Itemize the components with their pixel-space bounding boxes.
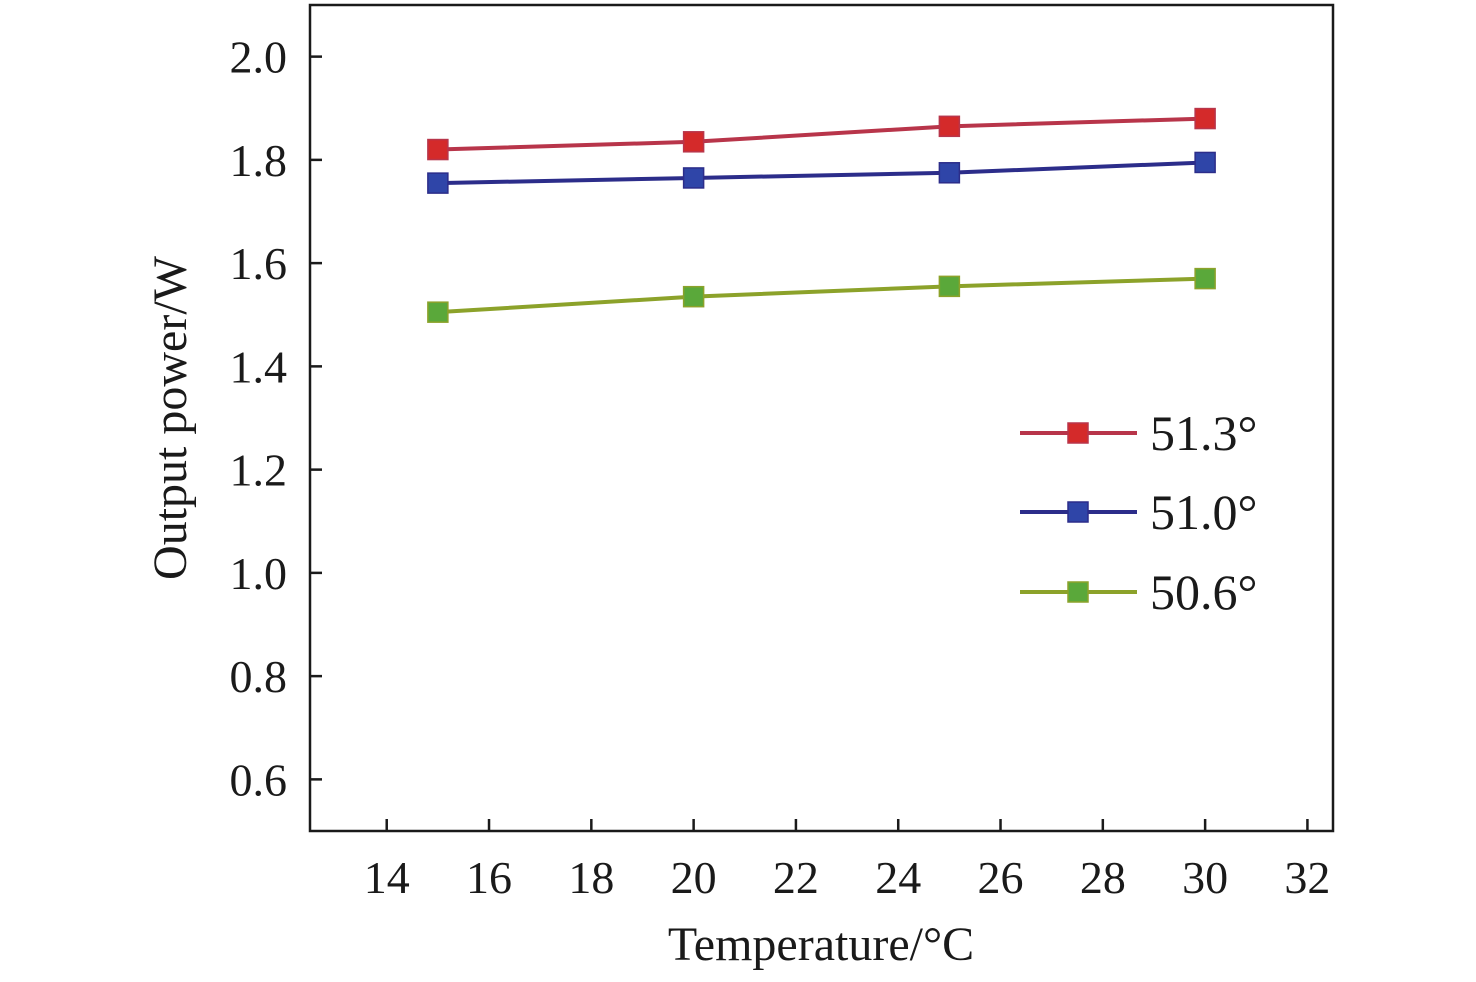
y-tick-label: 1.0 [230, 548, 288, 599]
legend-label: 51.3° [1150, 405, 1258, 461]
y-tick-label: 0.8 [230, 651, 288, 702]
x-tick-label: 22 [773, 852, 819, 903]
x-tick-label: 24 [875, 852, 921, 903]
x-tick-label: 32 [1284, 852, 1330, 903]
y-tick-label: 0.6 [230, 754, 288, 805]
data-point [939, 276, 959, 296]
data-point [1195, 109, 1215, 129]
data-point [428, 302, 448, 322]
legend-marker [1068, 582, 1088, 602]
legend-label: 50.6° [1150, 564, 1258, 620]
x-axis-label: Temperature/°C [668, 918, 974, 971]
y-tick-label: 2.0 [230, 32, 288, 83]
series-line [438, 162, 1205, 183]
x-tick-label: 16 [466, 852, 512, 903]
y-axis-label: Output power/W [144, 255, 197, 580]
y-tick-label: 1.4 [230, 341, 288, 392]
data-point [684, 132, 704, 152]
y-tick-label: 1.8 [230, 135, 288, 186]
legend-entry: 50.6° [1020, 564, 1258, 620]
y-tick-label: 1.2 [230, 445, 288, 496]
series-line [438, 119, 1205, 150]
x-tick-label: 18 [568, 852, 614, 903]
x-tick-label: 14 [364, 852, 410, 903]
data-point [684, 287, 704, 307]
data-point [939, 163, 959, 183]
x-tick-label: 20 [671, 852, 717, 903]
data-point [684, 168, 704, 188]
y-tick-label: 1.6 [230, 238, 288, 289]
series-1 [428, 109, 1215, 160]
legend-entry: 51.3° [1020, 405, 1258, 461]
data-point [428, 173, 448, 193]
series-3 [428, 269, 1215, 323]
legend-label: 51.0° [1150, 484, 1258, 540]
data-point [939, 116, 959, 136]
data-point [1195, 269, 1215, 289]
x-tick-label: 28 [1080, 852, 1126, 903]
data-point [1195, 152, 1215, 172]
series-2 [428, 152, 1215, 193]
data-point [428, 140, 448, 160]
legend-marker [1068, 502, 1088, 522]
legend-marker [1068, 423, 1088, 443]
x-tick-label: 26 [978, 852, 1024, 903]
x-tick-label: 30 [1182, 852, 1228, 903]
series-line [438, 279, 1205, 313]
legend-entry: 51.0° [1020, 484, 1258, 540]
